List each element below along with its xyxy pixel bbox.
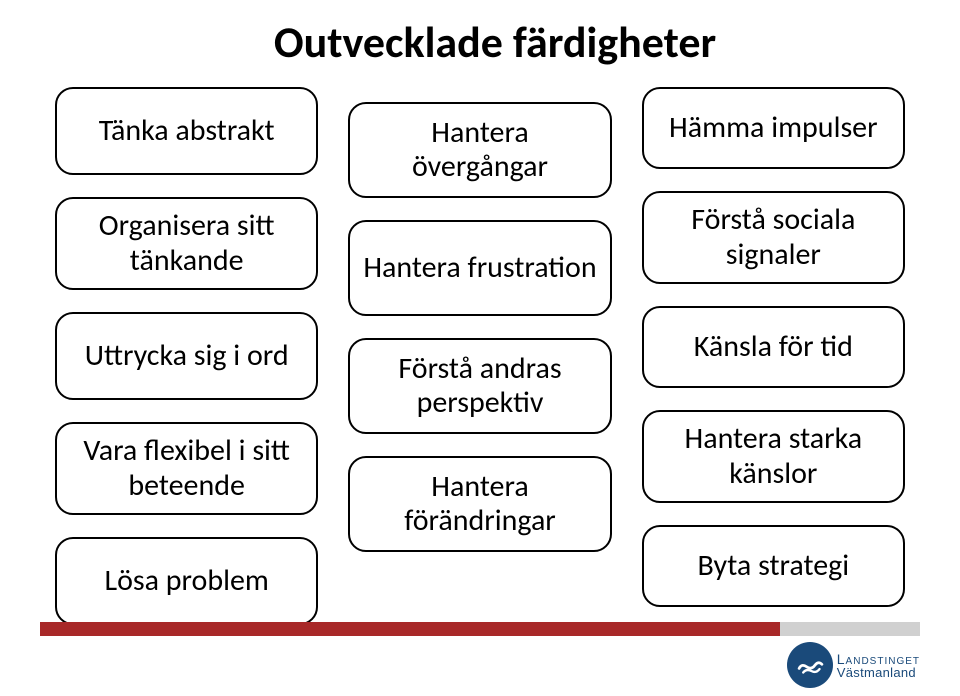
column-left: Tänka abstrakt Organisera sitt tänkande …: [55, 87, 318, 625]
box-forsta-perspektiv: Förstå andras perspektiv: [348, 338, 611, 434]
box-kansla-tid: Känsla för tid: [642, 306, 905, 388]
logo-text-line1: Landstinget: [837, 652, 920, 666]
box-forsta-signaler: Förstå sociala signaler: [642, 191, 905, 284]
footer-divider: [40, 622, 920, 636]
box-hantera-overgangar: Hantera övergångar: [348, 102, 611, 198]
box-hamma-impulser: Hämma impulser: [642, 87, 905, 169]
logo-text: Landstinget Västmanland: [837, 652, 920, 679]
box-vara-flexibel: Vara flexibel i sitt beteende: [55, 422, 318, 515]
logo: Landstinget Västmanland: [787, 642, 920, 688]
page-title: Outvecklade färdigheter: [70, 15, 920, 69]
column-mid: Hantera övergångar Hantera frustration F…: [348, 87, 611, 625]
logo-text-line2: Västmanland: [837, 666, 920, 679]
columns-wrapper: Tänka abstrakt Organisera sitt tänkande …: [40, 87, 920, 625]
box-losa-problem: Lösa problem: [55, 537, 318, 625]
box-hantera-frustration: Hantera frustration: [348, 220, 611, 316]
footer-divider-red: [40, 622, 780, 636]
box-organisera-tankande: Organisera sitt tänkande: [55, 197, 318, 290]
logo-icon: [787, 642, 833, 688]
column-right: Hämma impulser Förstå sociala signaler K…: [642, 87, 905, 625]
box-byta-strategi: Byta strategi: [642, 525, 905, 607]
box-hantera-kanslor: Hantera starka känslor: [642, 410, 905, 503]
footer-divider-grey: [780, 622, 920, 636]
box-hantera-forandringar: Hantera förändringar: [348, 456, 611, 552]
box-tanka-abstrakt: Tänka abstrakt: [55, 87, 318, 175]
box-uttrycka-ord: Uttrycka sig i ord: [55, 312, 318, 400]
